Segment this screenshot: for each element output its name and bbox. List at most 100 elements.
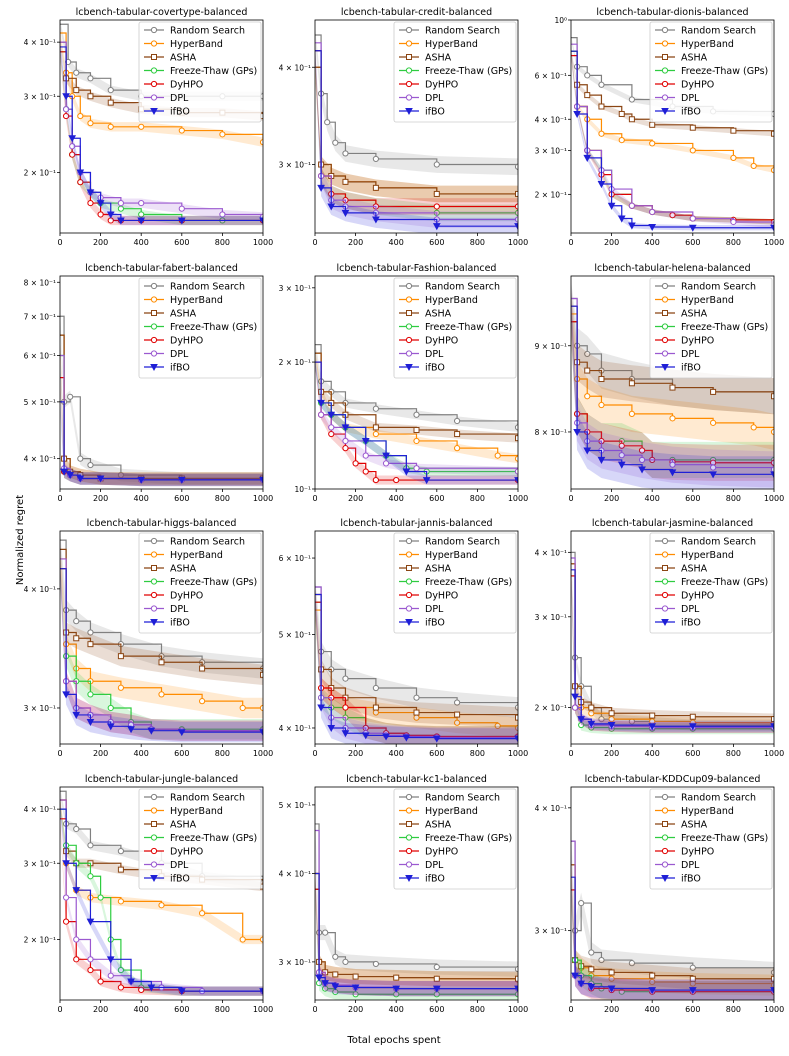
data-point — [514, 424, 518, 431]
data-point — [87, 199, 94, 207]
x-tick-label: 0 — [57, 238, 62, 247]
x-tick-label: 600 — [685, 238, 700, 247]
data-point — [107, 123, 114, 130]
legend-label: ASHA — [170, 309, 197, 320]
chart-2: lcbench-tabular-credit-balanced 0 200 400 60… — [279, 7, 529, 247]
data-point — [199, 698, 206, 705]
legend-marker — [150, 296, 158, 303]
data-point — [106, 956, 115, 964]
x-tick-label: 1000 — [508, 1005, 528, 1014]
data-point — [361, 732, 370, 740]
data-point — [584, 393, 591, 400]
legend-marker — [661, 834, 669, 841]
data-point — [515, 190, 518, 197]
data-point — [689, 124, 696, 131]
y-tick-label: 4 × 10⁻¹ — [24, 455, 56, 464]
y-tick-label: 3 × 10⁻¹ — [535, 146, 567, 155]
series-band — [315, 576, 518, 744]
data-point — [454, 719, 461, 726]
legend-marker — [151, 565, 157, 571]
data-point — [259, 476, 263, 484]
y-tick-label: 4 × 10⁻¹ — [24, 585, 56, 594]
data-point — [259, 729, 263, 737]
legend-marker — [405, 108, 413, 116]
data-point — [638, 456, 646, 464]
data-point — [392, 985, 401, 993]
series-line-hyperband — [60, 32, 263, 143]
data-point — [76, 475, 85, 483]
data-point — [117, 866, 124, 873]
plot-frame — [570, 786, 775, 1001]
x-tick-label: 800 — [726, 749, 741, 758]
data-point — [628, 960, 636, 967]
data-point — [649, 208, 656, 216]
x-tick-label: 1000 — [764, 238, 784, 247]
x-tick-label: 600 — [174, 238, 189, 247]
data-point — [514, 966, 518, 973]
series-band — [60, 795, 263, 892]
data-point — [138, 199, 145, 207]
x-tick-label: 1000 — [508, 238, 528, 247]
data-point — [372, 684, 379, 692]
data-point — [107, 972, 114, 979]
data-point — [177, 988, 186, 996]
series-band — [60, 328, 263, 485]
legend-marker — [661, 80, 669, 88]
data-point — [598, 956, 605, 964]
data-point — [607, 202, 616, 210]
legend-box — [393, 532, 517, 634]
x-tick-label: 0 — [568, 494, 573, 503]
legend-marker — [405, 793, 413, 801]
chart-title: lcbench-tabular-jasmine-balanced — [592, 518, 753, 529]
data-point — [598, 130, 605, 137]
data-point — [342, 437, 349, 445]
legend-marker — [151, 310, 157, 316]
data-point — [770, 466, 774, 473]
data-point — [588, 710, 595, 717]
data-point — [514, 455, 518, 462]
data-point — [413, 427, 420, 434]
data-point — [514, 468, 518, 475]
data-point — [117, 848, 125, 855]
legend-label: Freeze-Thaw (GPs) — [170, 66, 257, 77]
data-point — [648, 987, 657, 995]
data-point — [628, 222, 636, 230]
data-point — [137, 217, 146, 225]
data-point — [578, 899, 585, 907]
legend-label: DPL — [681, 860, 700, 871]
legend-label: DPL — [425, 860, 444, 871]
data-point — [648, 223, 657, 232]
legend-label: HyperBand — [170, 806, 223, 817]
y-tick-label: 7 × 10⁻¹ — [24, 312, 56, 321]
plot-frame — [59, 275, 264, 490]
legend-marker — [405, 619, 413, 627]
data-point — [588, 949, 595, 956]
chart-title: lcbench-tabular-higgs-balanced — [87, 518, 237, 529]
series-band — [571, 303, 774, 481]
legend-label: HyperBand — [425, 295, 478, 306]
x-tick-label: 600 — [685, 1005, 700, 1014]
x-tick-label: 0 — [312, 494, 317, 503]
data-point — [73, 618, 80, 625]
legend-label: Random Search — [170, 793, 245, 804]
data-point — [372, 216, 380, 224]
y-tick-label: 5 × 10⁻¹ — [24, 398, 56, 407]
legend-marker — [661, 551, 669, 558]
legend-label: ifBO — [681, 107, 701, 118]
y-tick-label: 2 × 10⁻¹ — [24, 169, 56, 178]
data-point — [317, 399, 325, 407]
data-point — [317, 411, 325, 418]
x-tick-label: 400 — [134, 238, 149, 247]
series-line-ifbo — [60, 808, 263, 992]
data-point — [577, 716, 585, 724]
legend-box — [138, 532, 262, 634]
y-tick-label: 4 × 10⁻¹ — [279, 724, 311, 733]
legend-box — [138, 21, 262, 123]
data-point — [117, 471, 125, 479]
x-tick-label: 200 — [348, 238, 363, 247]
data-point — [352, 991, 359, 998]
data-point — [86, 189, 95, 197]
chart-8: lcbench-tabular-jannis-balanced 0 200 400 60… — [279, 518, 529, 758]
data-point — [710, 419, 717, 426]
x-tick-label: 0 — [57, 749, 62, 758]
